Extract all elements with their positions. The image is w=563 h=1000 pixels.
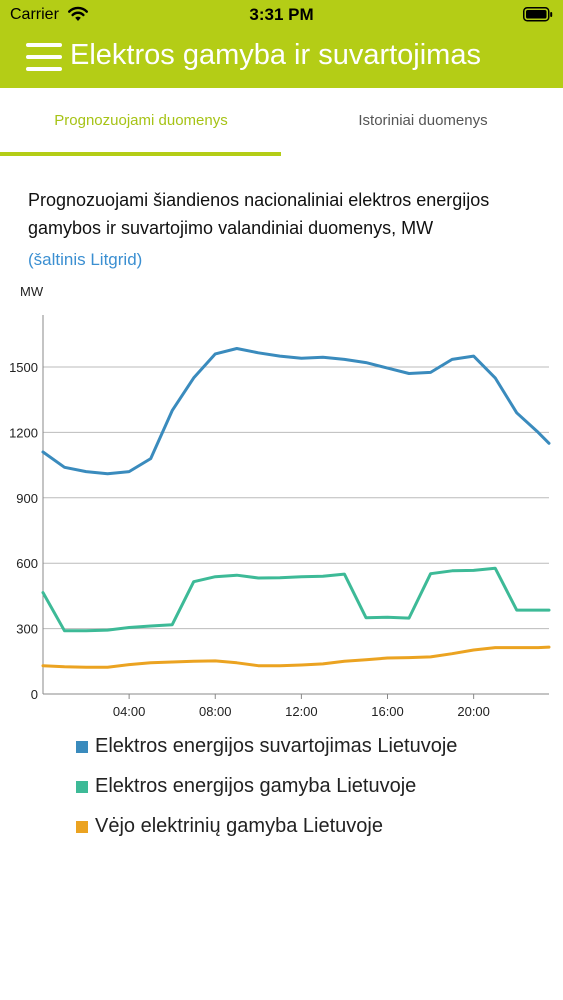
legend-label: Elektros energijos gamyba Lietuvoje [95, 775, 417, 797]
tab-history[interactable]: Istoriniai duomenys [358, 112, 488, 129]
page-title: Elektros gamyba ir suvartojimas [70, 39, 481, 71]
legend-swatch-production [76, 781, 88, 793]
carrier-label: Carrier [10, 6, 59, 23]
x-tick-label: 04:00 [113, 704, 146, 719]
series-line-2 [41, 645, 551, 669]
x-tick-label: 20:00 [457, 704, 490, 719]
y-tick-label: 900 [16, 491, 38, 506]
y-axis-label: MW [20, 284, 44, 299]
chart: MW 0 300 600 900 1200 1500 04:00 08:00 12:00 16:00… [0, 280, 563, 725]
hamburger-menu-icon[interactable] [26, 43, 62, 71]
tab-forecast[interactable]: Prognozuojami duomenys [54, 112, 228, 129]
tab-bar: Prognozuojami duomenys Istoriniai duomen… [0, 88, 563, 156]
line-chart: MW 0 300 600 900 1200 1500 04:00 08:00 12:00 16:00… [9, 284, 551, 719]
active-tab-indicator [0, 152, 281, 156]
x-tick-label: 08:00 [199, 704, 232, 719]
legend-label: Vėjo elektrinių gamyba Lietuvoje [95, 815, 383, 837]
battery-icon [523, 7, 553, 22]
x-tick-label: 16:00 [371, 704, 404, 719]
app-header: Elektros gamyba ir suvartojimas [0, 30, 563, 88]
chart-description: Prognozuojami šiandienos nacionaliniai e… [28, 190, 490, 238]
wifi-icon [68, 6, 88, 21]
status-time: 3:31 PM [249, 5, 314, 24]
y-tick-label: 300 [16, 622, 38, 637]
status-bar: Carrier 3:31 PM [0, 0, 563, 30]
y-tick-label: 0 [31, 687, 38, 702]
legend-swatch-wind [76, 821, 88, 833]
series-line-0 [41, 347, 551, 476]
y-tick-label: 1500 [9, 360, 38, 375]
source-link[interactable]: (šaltinis Litgrid) [28, 250, 143, 269]
y-tick-label: 600 [16, 556, 38, 571]
legend-label: Elektros energijos suvartojimas Lietuvoj… [95, 735, 458, 757]
legend-swatch-consumption [76, 741, 88, 753]
x-tick-label: 12:00 [285, 704, 318, 719]
series-line-1 [41, 566, 551, 633]
y-tick-label: 1200 [9, 425, 38, 440]
